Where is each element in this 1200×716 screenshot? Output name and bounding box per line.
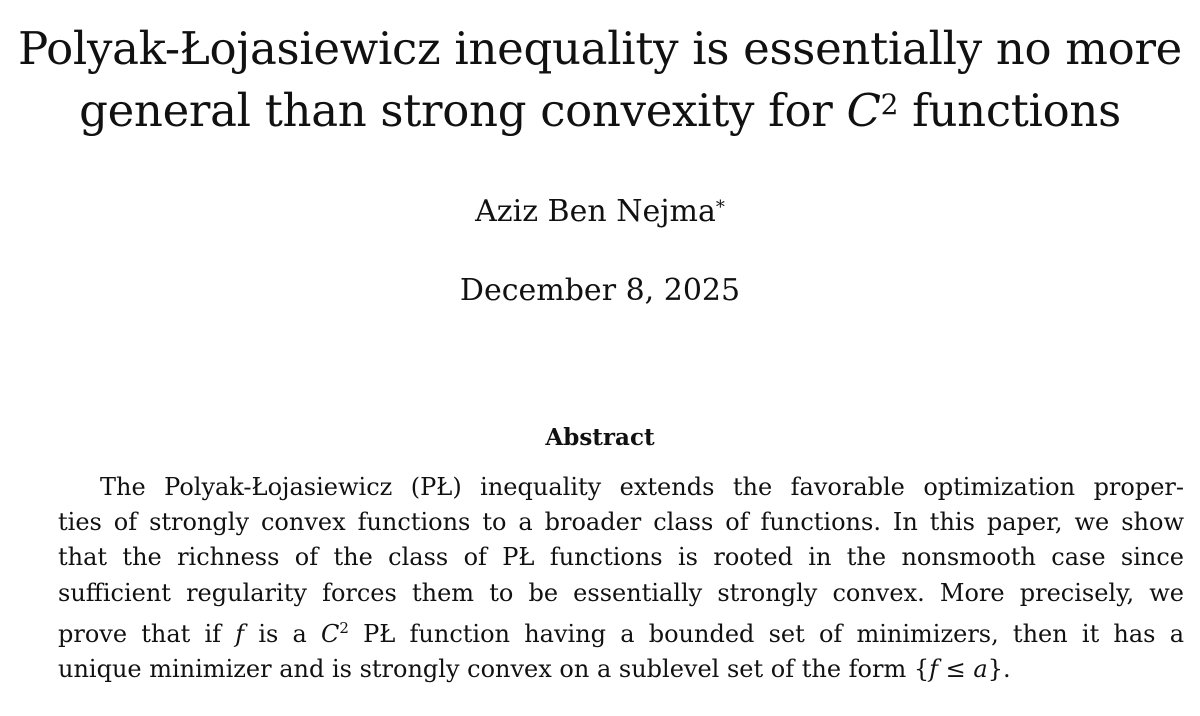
math-a: a bbox=[973, 655, 988, 684]
abstract-text: is a bbox=[244, 619, 322, 648]
math-c: C bbox=[321, 619, 340, 648]
abstract-line: The Polyak-Łojasiewicz (PŁ) inequality e… bbox=[100, 473, 1184, 501]
author-name: Aziz Ben Nejma bbox=[475, 194, 716, 229]
abstract-text: prove that if bbox=[58, 619, 236, 648]
math-f: f bbox=[235, 619, 245, 648]
title-math-exponent: 2 bbox=[880, 88, 899, 121]
title-line-2-text: general than strong convexity for bbox=[79, 84, 847, 137]
abstract-text: }. bbox=[987, 655, 1011, 684]
abstract-line: that the richness of the class of PŁ fun… bbox=[58, 543, 1184, 572]
math-f: f bbox=[929, 655, 939, 684]
author: Aziz Ben Nejma* bbox=[0, 192, 1200, 232]
title-line-2-end: functions bbox=[898, 84, 1121, 137]
paper-date: December 8, 2025 bbox=[459, 273, 741, 308]
title-math-symbol: C bbox=[846, 84, 881, 137]
abstract-text: unique minimizer and is strongly convex … bbox=[58, 655, 930, 684]
abstract-body: The Polyak-Łojasiewicz (PŁ) inequality e… bbox=[58, 470, 1184, 687]
abstract-line: ties of strongly convex functions to a b… bbox=[58, 508, 1184, 537]
math-exponent: 2 bbox=[339, 618, 349, 637]
abstract-line: unique minimizer and is strongly convex … bbox=[58, 652, 1184, 687]
title-line-1: Polyak-Łojasiewicz inequality is essenti… bbox=[17, 22, 1183, 75]
abstract-text: PŁ function having a bounded set of mini… bbox=[348, 619, 1184, 648]
abstract-line: sufficient regularity forces them to be … bbox=[58, 578, 1184, 607]
abstract-text: ≤ bbox=[938, 655, 974, 684]
author-footnote-mark: * bbox=[715, 197, 725, 218]
paper-title: Polyak-Łojasiewicz inequality is essenti… bbox=[0, 18, 1200, 142]
title-line-2: general than strong convexity for C2 fun… bbox=[0, 80, 1200, 142]
abstract-line: prove that if f is a C2 PŁ function havi… bbox=[58, 611, 1184, 652]
abstract-heading: Abstract bbox=[545, 424, 655, 451]
